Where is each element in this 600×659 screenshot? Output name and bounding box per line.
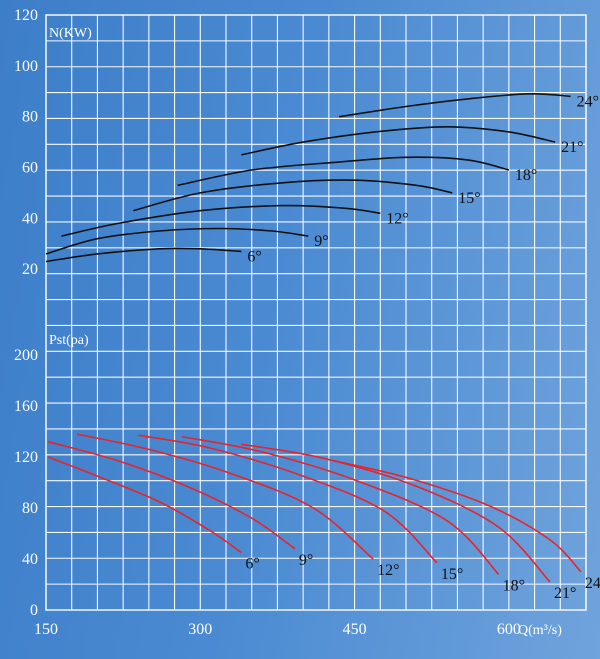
pressure-curve-label: 15° bbox=[441, 566, 463, 583]
power-axis-tick-label: 100 bbox=[14, 58, 38, 75]
flow-axis-title: Q(m³/s) bbox=[518, 623, 562, 638]
chart-grid bbox=[45, 14, 587, 611]
pressure-curve bbox=[76, 433, 374, 560]
pressure-axis-title: Pst(pa) bbox=[49, 333, 89, 348]
power-axis-tick-label: 20 bbox=[22, 261, 38, 278]
pressure-curve-label: 18° bbox=[503, 577, 525, 594]
power-curve bbox=[241, 125, 556, 156]
flow-axis-tick-label: 150 bbox=[34, 621, 58, 638]
power-curve bbox=[133, 179, 453, 212]
curve-labels: 6° 9° 12° 15° 18° 21° 24° 6° 9° 12° 15° 18° 21° 24° bbox=[245, 93, 600, 602]
power-curve-label: 21° bbox=[561, 139, 583, 156]
power-curve-label: 9° bbox=[314, 233, 328, 250]
flow-axis-tick-label: 450 bbox=[343, 621, 367, 638]
pressure-axis-tick-label: 160 bbox=[14, 398, 38, 415]
power-axis-tick-label: 60 bbox=[22, 160, 38, 177]
power-axis-title: N(KW) bbox=[49, 26, 92, 41]
pressure-curve bbox=[138, 434, 438, 564]
power-curve bbox=[61, 204, 381, 237]
pressure-axis-tick-label: 120 bbox=[14, 449, 38, 466]
power-axis-tick-label: 80 bbox=[22, 109, 38, 126]
pressure-axis-tick-label: 200 bbox=[14, 347, 38, 364]
power-curve-label: 24° bbox=[577, 93, 599, 110]
power-curve-label: 18° bbox=[515, 167, 537, 184]
pressure-curve bbox=[47, 456, 242, 554]
power-curve-label: 15° bbox=[458, 190, 480, 207]
pressure-curve bbox=[333, 460, 582, 573]
pressure-curve-label: 12° bbox=[377, 562, 399, 579]
power-curve-label: 12° bbox=[386, 210, 408, 227]
pressure-curve bbox=[181, 435, 500, 575]
pressure-axis-tick-label: 80 bbox=[22, 500, 38, 517]
pressure-curve-label: 21° bbox=[554, 585, 576, 602]
power-axis-tick-label: 40 bbox=[22, 210, 38, 227]
axis-ticks: 20 40 60 80 100 120 0 40 80 120 160 200 150 300 450 600 bbox=[14, 7, 521, 638]
power-curve bbox=[45, 247, 242, 263]
pressure-axis-tick-label: 0 bbox=[30, 602, 38, 619]
pressure-curve-label: 9° bbox=[299, 552, 313, 569]
power-curve bbox=[338, 92, 571, 118]
flow-axis-tick-label: 600 bbox=[497, 621, 521, 638]
plot-border bbox=[45, 14, 587, 611]
flow-axis-tick-label: 300 bbox=[188, 621, 212, 638]
pressure-curve bbox=[47, 440, 296, 550]
power-curve-label: 6° bbox=[247, 248, 261, 265]
pressure-axis-tick-label: 40 bbox=[22, 551, 38, 568]
pressure-curve-label: 6° bbox=[245, 556, 259, 573]
pressure-curve-label: 24° bbox=[585, 575, 600, 592]
power-curve bbox=[177, 156, 510, 187]
chart-curves bbox=[45, 92, 582, 583]
power-axis-tick-label: 120 bbox=[14, 7, 38, 24]
power-curve bbox=[45, 227, 309, 255]
pressure-curve bbox=[241, 443, 551, 583]
